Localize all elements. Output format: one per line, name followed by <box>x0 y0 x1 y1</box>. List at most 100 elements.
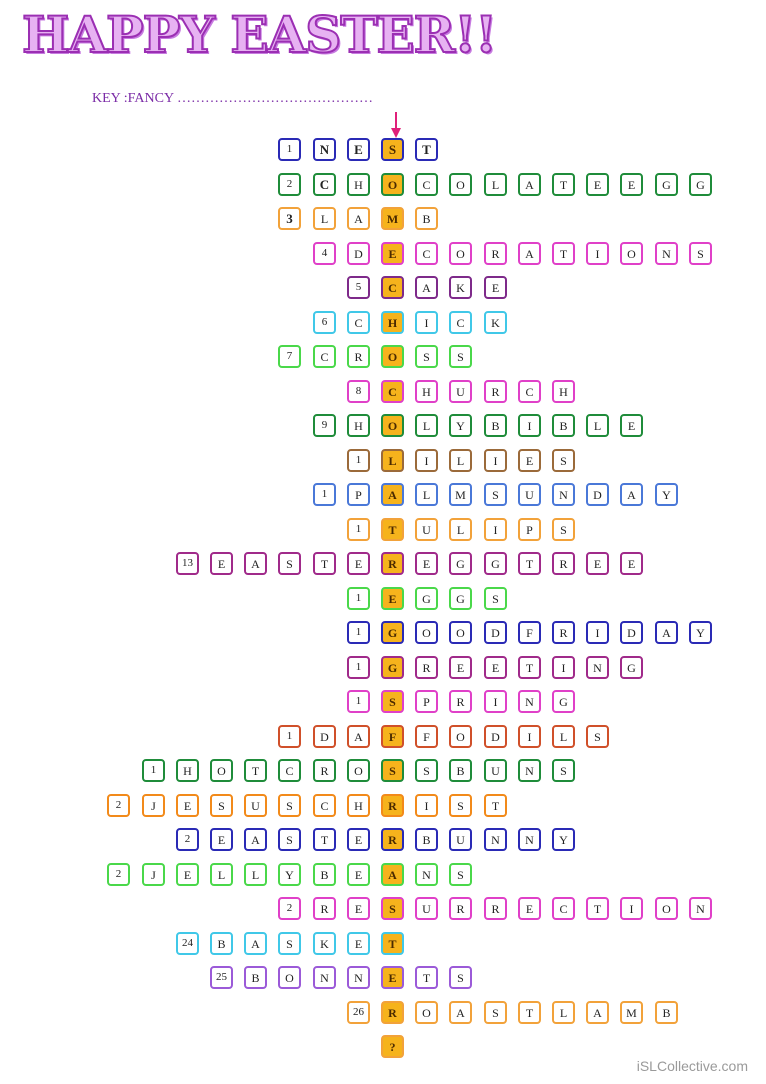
clue-number: 1 <box>278 138 301 161</box>
letter-cell: P <box>415 690 438 713</box>
letter-cell: T <box>313 552 336 575</box>
letter-cell: O <box>347 759 370 782</box>
letter-cell: B <box>449 759 472 782</box>
key-letter-cell: C <box>381 380 404 403</box>
clue-number: 2 <box>176 828 199 851</box>
clue-number: 1 <box>142 759 165 782</box>
letter-cell: G <box>449 587 472 610</box>
key-letter-cell: T <box>381 518 404 541</box>
letter-cell: S <box>484 1001 507 1024</box>
letter-cell: I <box>586 242 609 265</box>
letter-cell: O <box>415 621 438 644</box>
letter-cell: E <box>586 552 609 575</box>
letter-cell: E <box>620 414 643 437</box>
letter-cell: G <box>415 587 438 610</box>
key-letter-cell: G <box>381 621 404 644</box>
letter-cell: J <box>142 863 165 886</box>
letter-cell: I <box>518 725 541 748</box>
letter-cell: F <box>518 621 541 644</box>
letter-cell: M <box>449 483 472 506</box>
letter-cell: B <box>655 1001 678 1024</box>
letter-cell: L <box>244 863 267 886</box>
clue-number: 26 <box>347 1001 370 1024</box>
letter-cell: K <box>313 932 336 955</box>
letter-cell: I <box>415 311 438 334</box>
letter-cell: E <box>518 449 541 472</box>
letter-cell: Y <box>278 863 301 886</box>
letter-cell: N <box>655 242 678 265</box>
letter-cell: T <box>415 966 438 989</box>
clue-number: 7 <box>278 345 301 368</box>
letter-cell: H <box>347 414 370 437</box>
clue-number: 2 <box>278 173 301 196</box>
letter-cell: O <box>620 242 643 265</box>
letter-cell: D <box>620 621 643 644</box>
letter-cell: I <box>484 690 507 713</box>
clue-number: 1 <box>347 449 370 472</box>
clue-number: 1 <box>347 621 370 644</box>
letter-cell: S <box>586 725 609 748</box>
letter-cell: T <box>552 173 575 196</box>
clue-number: 2 <box>278 897 301 920</box>
letter-cell: S <box>552 449 575 472</box>
key-letter-cell: O <box>381 414 404 437</box>
letter-cell: C <box>313 794 336 817</box>
clue-number: 24 <box>176 932 199 955</box>
letter-cell: S <box>449 794 472 817</box>
letter-cell: A <box>586 1001 609 1024</box>
letter-cell: L <box>313 207 336 230</box>
letter-cell: L <box>449 518 472 541</box>
letter-cell: I <box>552 656 575 679</box>
clue-number: 25 <box>210 966 233 989</box>
letter-cell: Y <box>552 828 575 851</box>
letter-cell: O <box>449 621 472 644</box>
letter-cell: O <box>449 242 472 265</box>
letter-cell: C <box>313 173 336 196</box>
letter-cell: A <box>415 276 438 299</box>
letter-cell: I <box>484 449 507 472</box>
letter-cell: E <box>347 828 370 851</box>
letter-cell: A <box>449 1001 472 1024</box>
letter-cell: C <box>347 311 370 334</box>
letter-cell: B <box>415 828 438 851</box>
letter-cell: S <box>210 794 233 817</box>
letter-cell: I <box>518 414 541 437</box>
letter-cell: S <box>449 345 472 368</box>
letter-cell: N <box>552 483 575 506</box>
letter-cell: D <box>484 621 507 644</box>
key-letter-cell: G <box>381 656 404 679</box>
letter-cell: E <box>449 656 472 679</box>
letter-cell: R <box>552 552 575 575</box>
key-letter-cell: M <box>381 207 404 230</box>
letter-cell: T <box>484 794 507 817</box>
letter-cell: N <box>313 138 336 161</box>
letter-cell: A <box>518 173 541 196</box>
letter-cell: U <box>415 897 438 920</box>
letter-cell: C <box>278 759 301 782</box>
letter-cell: M <box>620 1001 643 1024</box>
letter-cell: R <box>484 380 507 403</box>
arrow-down-icon <box>391 112 401 138</box>
key-letter-cell: A <box>381 483 404 506</box>
letter-cell: N <box>689 897 712 920</box>
letter-cell: N <box>484 828 507 851</box>
key-letter-cell: E <box>381 587 404 610</box>
letter-cell: I <box>620 897 643 920</box>
letter-cell: D <box>313 725 336 748</box>
letter-cell: T <box>415 138 438 161</box>
letter-cell: S <box>278 794 301 817</box>
letter-cell: S <box>689 242 712 265</box>
letter-cell: E <box>347 552 370 575</box>
letter-cell: L <box>552 725 575 748</box>
clue-number: 1 <box>347 518 370 541</box>
letter-cell: E <box>176 794 199 817</box>
clue-number: 6 <box>313 311 336 334</box>
clue-number: 1 <box>347 690 370 713</box>
letter-cell: Y <box>449 414 472 437</box>
letter-cell: S <box>449 863 472 886</box>
letter-cell: C <box>552 897 575 920</box>
letter-cell: A <box>347 207 370 230</box>
letter-cell: R <box>449 690 472 713</box>
letter-cell: R <box>449 897 472 920</box>
letter-cell: H <box>176 759 199 782</box>
